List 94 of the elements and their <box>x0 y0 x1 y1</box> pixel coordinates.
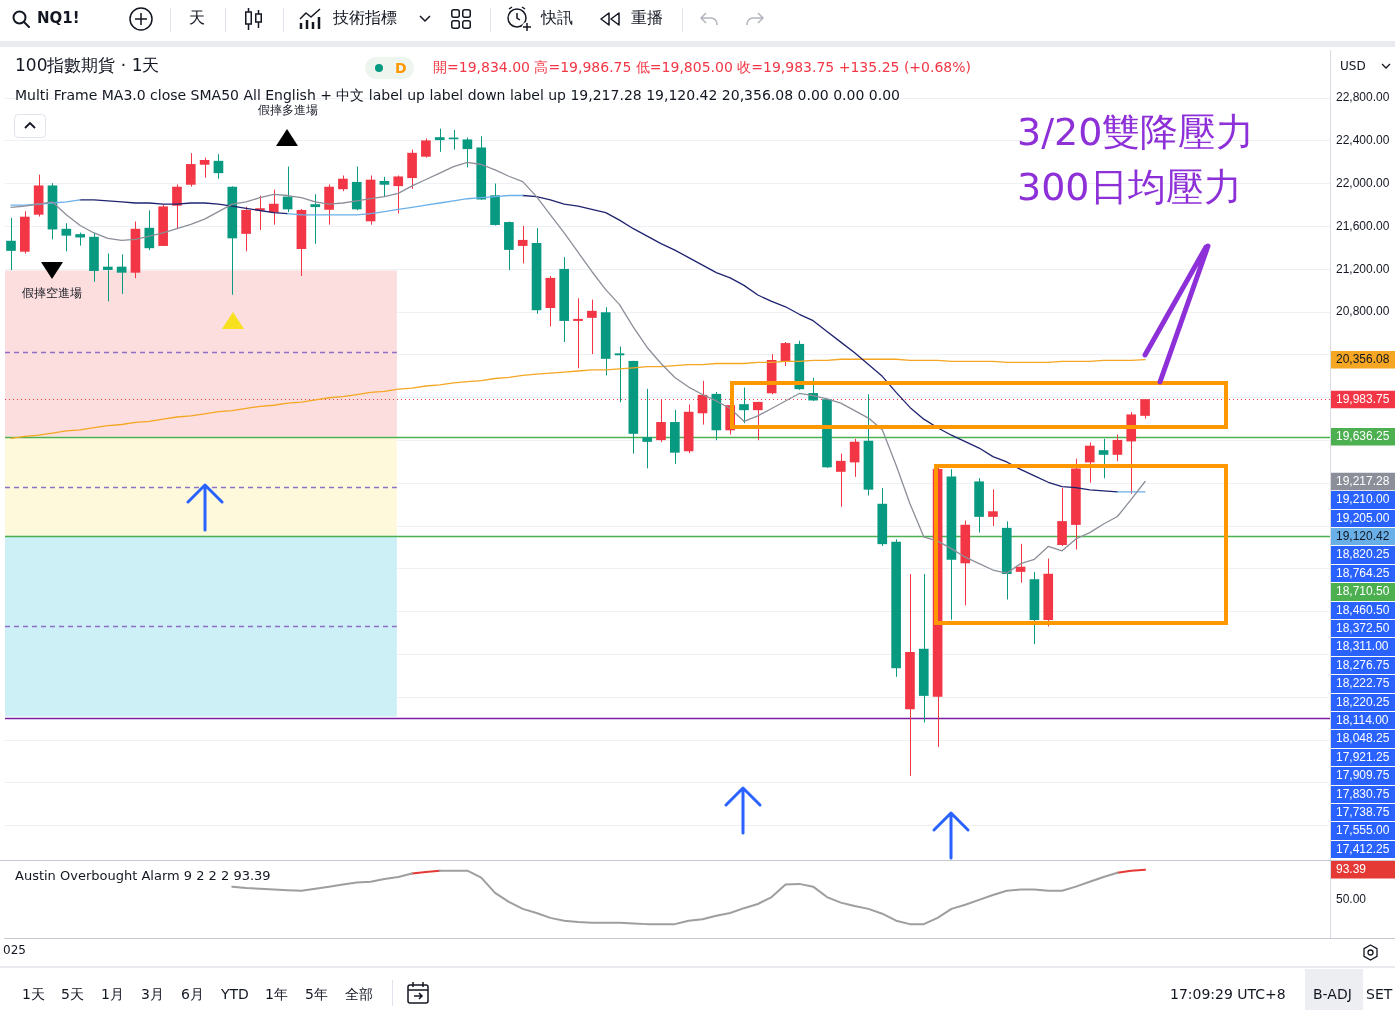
y-tick-label: 93.39 <box>1336 862 1367 877</box>
text: 18,764.25 <box>1331 564 1395 583</box>
annotation: 假摔多進場 <box>258 103 318 118</box>
candlestick <box>573 297 583 369</box>
text: 18,460.50 <box>1331 601 1395 620</box>
candlestick <box>752 401 763 441</box>
text: 17,830.75 <box>1331 785 1395 804</box>
candlestick <box>310 193 321 245</box>
text: SET <box>1366 986 1393 1003</box>
text: Multi Frame MA3.0 close SMA50 All English + 中文 label up label down label up 19,217.28 19,120.42 20,356.08 0.00 0.00 0.00 <box>15 87 900 104</box>
candlestick <box>1015 543 1026 584</box>
candlestick <box>434 128 445 153</box>
text: 1年 <box>265 986 288 1003</box>
candlestick <box>517 225 528 264</box>
y-tick-label: 20,800.00 <box>1336 304 1390 319</box>
text: NQ1! <box>37 9 80 28</box>
candlestick <box>849 438 860 478</box>
text: 18,048.25 <box>1331 730 1395 748</box>
candlestick <box>1112 433 1123 462</box>
text: 天 <box>189 8 205 28</box>
text: 19,205.00 <box>1331 509 1395 528</box>
text: YTD <box>221 986 249 1003</box>
text: 17,555.00 <box>1331 822 1395 840</box>
y-tick-label: 22,400.00 <box>1336 133 1390 148</box>
candlestick <box>393 175 404 214</box>
y-axis-title: USD <box>1340 59 1366 74</box>
candlestick <box>739 387 749 424</box>
text: 19,120.42 <box>1331 527 1395 546</box>
text: B-ADJ <box>1313 986 1352 1003</box>
annotation: 3/20雙降壓力 <box>1017 110 1255 155</box>
text: 025 <box>3 943 26 958</box>
text: 18,710.50 <box>1331 583 1395 601</box>
text: 1天 <box>22 986 45 1003</box>
text: 技術指標 <box>333 8 397 28</box>
text: 18,220.25 <box>1331 693 1395 712</box>
candlestick <box>1140 398 1150 420</box>
text: 6月 <box>181 986 204 1003</box>
text: 17:09:29 UTC+8 <box>1170 986 1286 1003</box>
y-tick-label: 19,217.28 <box>1336 473 1390 488</box>
candlestick <box>988 488 998 527</box>
candlestick <box>116 253 127 295</box>
candlestick <box>379 176 390 198</box>
text: 17,921.25 <box>1331 748 1395 767</box>
text: 1月 <box>101 986 124 1003</box>
text: 18,114.00 <box>1331 711 1395 730</box>
text: 快訊 <box>541 8 573 28</box>
candlestick <box>268 189 279 226</box>
candlestick <box>1084 441 1095 484</box>
candlestick <box>102 253 113 302</box>
y-tick-label: 19,983.75 <box>1336 391 1390 406</box>
text: 重播 <box>631 8 663 28</box>
chart-title: 100指數期貨 · 1天 <box>15 55 160 76</box>
text: 5年 <box>305 986 328 1003</box>
y-tick-label: 21,600.00 <box>1336 218 1390 233</box>
candlestick <box>587 299 597 355</box>
text: Austin Overbought Alarm 9 2 2 2 93.39 <box>15 868 271 884</box>
candlestick <box>144 209 155 251</box>
candlestick <box>213 153 224 180</box>
annotation: D <box>395 60 407 77</box>
annotation: 開=19,834.00 高=19,986.75 低=19,805.00 收=19,983.75 +135.25 (+0.68%) <box>433 59 972 76</box>
candlestick <box>614 346 625 403</box>
y-tick-label: 19,636.25 <box>1336 428 1390 443</box>
text: 18,311.00 <box>1331 638 1395 656</box>
candlestick <box>462 137 473 168</box>
y-tick-label: 22,800.00 <box>1336 90 1390 105</box>
text: 18,820.25 <box>1331 546 1395 564</box>
text: 19,210.00 <box>1331 491 1395 509</box>
text: 17,909.75 <box>1331 767 1395 785</box>
candlestick <box>199 157 210 179</box>
y-tick-label: 22,000.00 <box>1336 176 1390 191</box>
y-tick-label: 20,356.08 <box>1336 351 1390 366</box>
annotation: 假摔空進場 <box>22 286 82 301</box>
candlestick <box>6 217 16 271</box>
annotation: 300日均壓力 <box>1017 165 1242 210</box>
candlestick <box>172 183 182 230</box>
text: 3月 <box>141 986 164 1003</box>
candlestick <box>835 453 846 508</box>
text: 17,412.25 <box>1331 840 1395 859</box>
y-tick-label: 21,200.00 <box>1336 261 1390 276</box>
text: 18,276.75 <box>1331 656 1395 675</box>
candlestick <box>421 137 431 159</box>
candlestick <box>324 183 334 226</box>
text: 18,222.75 <box>1331 675 1395 693</box>
candlestick <box>1057 487 1067 547</box>
candlestick <box>1098 438 1109 479</box>
candlestick <box>642 388 653 469</box>
y-tick-label: 50.00 <box>1336 892 1367 907</box>
text: 17,738.75 <box>1331 803 1395 822</box>
candlestick <box>185 152 196 188</box>
text: 全部 <box>345 986 373 1003</box>
candlestick <box>61 222 72 252</box>
text: 18,372.50 <box>1331 619 1395 638</box>
text: 5天 <box>61 986 84 1003</box>
candlestick <box>241 206 251 252</box>
